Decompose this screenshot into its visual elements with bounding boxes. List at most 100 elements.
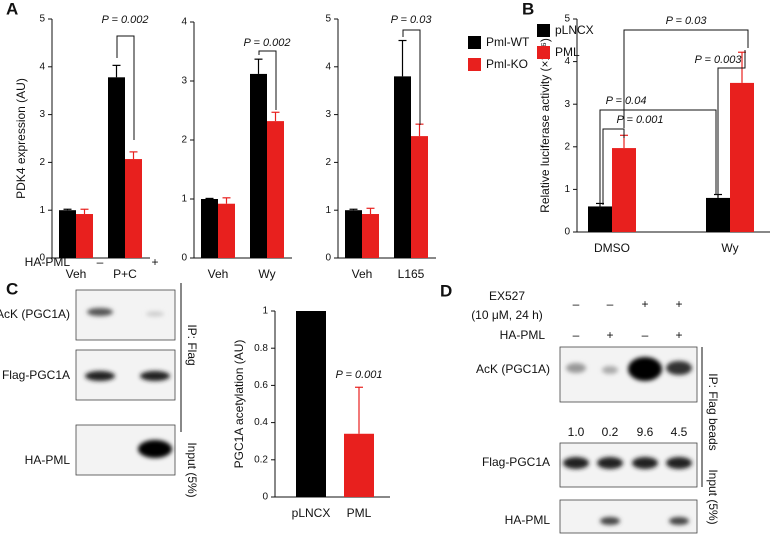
row-label: HA-PML: [505, 513, 551, 527]
row-label: AcK (PGC1A): [0, 307, 70, 321]
bar: [588, 206, 612, 232]
y-tick-label: 0: [39, 253, 45, 264]
bar: [345, 210, 362, 258]
y-tick-label: 3: [325, 109, 331, 120]
y-tick-label: 0: [262, 492, 268, 503]
blot-box: [559, 499, 698, 534]
legend-label: PML: [555, 45, 580, 59]
y-tick-label: 0: [181, 253, 187, 264]
band: [140, 371, 170, 381]
p-value: P = 0.002: [102, 14, 149, 26]
treatment-label: EX527: [489, 289, 525, 303]
p-value: P = 0.03: [391, 14, 433, 26]
y-tick-label: 5: [39, 14, 45, 25]
x-tick-label: DMSO: [594, 241, 630, 255]
construct-label: HA-PML: [500, 328, 546, 342]
y-tick-label: 0: [564, 227, 570, 238]
sign: –: [573, 328, 580, 342]
x-tick-label: pLNCX: [292, 506, 331, 520]
p-value: P = 0.03: [666, 15, 708, 27]
bar: [612, 148, 636, 232]
band: [138, 440, 172, 458]
legend-label: Pml-KO: [486, 57, 528, 71]
bracket: [599, 109, 717, 210]
p-value: P = 0.001: [617, 114, 664, 126]
band: [597, 457, 623, 469]
y-tick-label: 2: [39, 157, 45, 168]
sign: +: [675, 297, 682, 311]
x-tick-label: Wy: [721, 241, 738, 255]
sign: –: [97, 255, 104, 269]
blot-d: EX527 (10 μM, 24 h) – – + + HA-PML – + –…: [471, 289, 720, 534]
bar: [344, 433, 374, 497]
bracket: [623, 29, 749, 128]
band: [563, 457, 589, 469]
panel-label: C: [6, 279, 18, 298]
x-tick-label: Veh: [352, 267, 373, 281]
bar: [362, 214, 379, 258]
bracket: [602, 128, 625, 205]
p-value: P = 0.001: [336, 369, 383, 381]
band: [666, 361, 692, 375]
bracket: [116, 35, 135, 140]
bar: [730, 82, 754, 233]
y-tick-label: 3: [564, 99, 570, 110]
y-axis-label: Relative luciferase activity (×10⁶): [538, 38, 552, 213]
y-axis-label: PGC1A acetylation (AU): [232, 340, 246, 469]
y-tick-label: 5: [325, 14, 331, 25]
bracket: [258, 50, 277, 110]
sign: +: [641, 297, 648, 311]
band: [632, 457, 658, 469]
x-tick-label: Veh: [208, 267, 229, 281]
y-tick-label: 2: [325, 157, 331, 168]
bar: [201, 199, 218, 258]
bar: [125, 159, 142, 258]
y-tick-label: 1: [262, 306, 268, 317]
x-tick-label: PML: [347, 506, 372, 520]
legend-label: Pml-WT: [486, 35, 530, 49]
y-tick-label: 1: [325, 205, 331, 216]
band: [87, 308, 113, 316]
bar: [218, 203, 235, 258]
blot-box: [559, 346, 698, 403]
band: [600, 517, 620, 525]
x-tick-label: P+C: [113, 267, 137, 281]
y-tick-label: 0: [325, 253, 331, 264]
quantification: 1.0: [568, 425, 585, 439]
y-tick-label: 4: [39, 61, 45, 72]
y-tick-label: 3: [39, 109, 45, 120]
y-tick-label: 4: [564, 56, 570, 67]
x-tick-label: Veh: [66, 267, 87, 281]
y-tick-label: 0.4: [254, 417, 268, 428]
y-tick-label: 1: [564, 184, 570, 195]
legend-swatch: [468, 36, 481, 49]
bracket: [402, 29, 421, 125]
p-value: P = 0.002: [244, 37, 291, 49]
band: [566, 363, 586, 373]
y-tick-label: 4: [325, 61, 331, 72]
y-tick-label: 0.2: [254, 454, 268, 465]
p-value: P = 0.003: [695, 54, 743, 66]
group-label: Input (5%): [706, 469, 720, 524]
panel-label: B: [522, 0, 534, 18]
treatment-label: HA-PML: [25, 255, 71, 269]
band: [146, 311, 164, 317]
quantification: 4.5: [671, 425, 688, 439]
y-tick-label: 1: [181, 194, 187, 205]
legend-label: pLNCX: [555, 23, 594, 37]
y-tick-label: 4: [181, 17, 187, 28]
group-label: Input (5%): [185, 442, 199, 497]
y-tick-label: 0.6: [254, 380, 268, 391]
y-tick-label: 2: [564, 141, 570, 152]
y-tick-label: 1: [39, 205, 45, 216]
panel-label: A: [6, 0, 18, 18]
row-label: Flag-PGC1A: [2, 368, 70, 382]
sign: +: [675, 328, 682, 342]
y-tick-label: 3: [181, 76, 187, 87]
legend-swatch: [537, 46, 550, 59]
bar: [411, 136, 428, 258]
x-tick-label: L165: [398, 267, 425, 281]
bar: [76, 214, 93, 258]
bar: [296, 311, 326, 497]
